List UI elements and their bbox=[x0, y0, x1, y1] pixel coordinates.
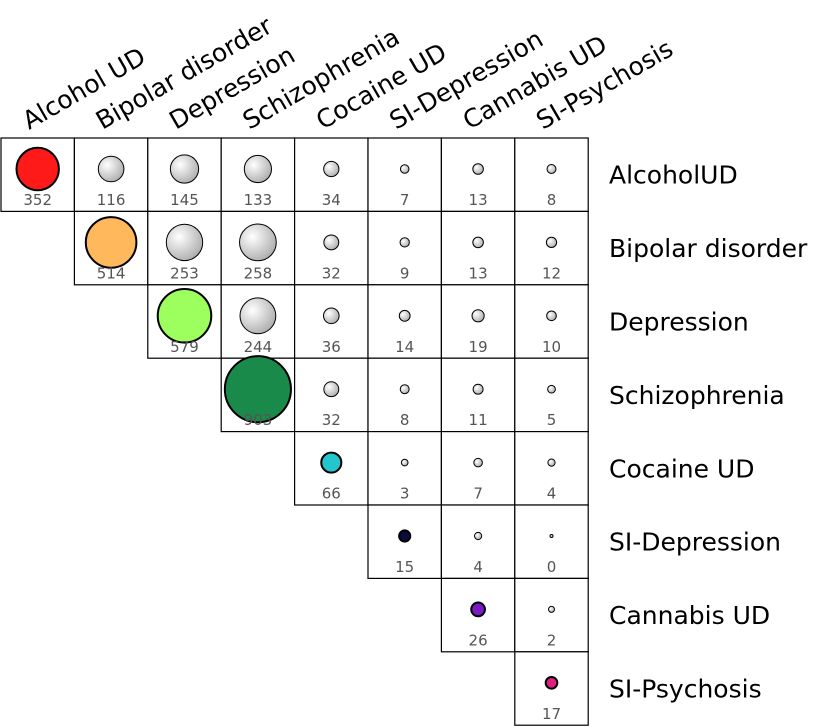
bubble bbox=[549, 534, 554, 538]
value-label: 258 bbox=[244, 264, 273, 282]
cell bbox=[514, 431, 589, 506]
value-label: 145 bbox=[170, 191, 199, 209]
cell bbox=[367, 431, 443, 506]
value-label: 34 bbox=[322, 191, 341, 209]
value-label: 4 bbox=[473, 558, 483, 576]
cell bbox=[514, 137, 589, 213]
bubble bbox=[547, 458, 556, 467]
value-label: 3 bbox=[400, 485, 410, 503]
bubble bbox=[169, 154, 200, 184]
value-label: 4 bbox=[547, 485, 557, 503]
cell bbox=[220, 137, 296, 213]
value-label: 0 bbox=[547, 558, 557, 576]
cell bbox=[440, 284, 516, 359]
value-label: 133 bbox=[244, 191, 273, 209]
value-label: 19 bbox=[469, 338, 488, 356]
row-label: Schizophrenia bbox=[609, 381, 785, 410]
cell bbox=[367, 357, 443, 433]
bubble bbox=[323, 160, 340, 178]
value-label: 244 bbox=[244, 338, 273, 356]
bubble bbox=[97, 155, 125, 183]
bubble bbox=[165, 223, 204, 262]
value-label: 352 bbox=[23, 191, 52, 209]
row-label: Cocaine UD bbox=[609, 454, 754, 483]
value-label: 514 bbox=[97, 264, 126, 282]
value-label: 253 bbox=[170, 264, 199, 282]
bubble bbox=[545, 236, 558, 249]
bubble bbox=[243, 154, 273, 184]
bubble bbox=[548, 605, 555, 613]
bubble bbox=[472, 163, 484, 175]
value-label: 66 bbox=[322, 485, 341, 503]
cell bbox=[514, 284, 589, 359]
bubble bbox=[472, 383, 484, 395]
value-label: 5 bbox=[547, 411, 557, 429]
value-label: 579 bbox=[170, 338, 199, 356]
bubble bbox=[472, 236, 484, 249]
bubble bbox=[473, 457, 483, 468]
row-label: SI-Psychosis bbox=[609, 675, 762, 704]
bubble bbox=[239, 223, 277, 262]
bubble bbox=[474, 531, 483, 541]
bubble bbox=[546, 310, 557, 322]
value-label: 32 bbox=[322, 264, 341, 282]
bubble bbox=[320, 451, 343, 474]
value-label: 32 bbox=[322, 411, 341, 429]
value-label: 26 bbox=[469, 631, 488, 649]
bubble bbox=[544, 675, 559, 690]
value-label: 8 bbox=[400, 411, 410, 429]
cell bbox=[367, 137, 443, 213]
value-label: 116 bbox=[97, 191, 126, 209]
bubble bbox=[223, 355, 292, 424]
value-label: 17 bbox=[542, 705, 561, 723]
cell bbox=[514, 504, 589, 580]
cell bbox=[367, 210, 443, 286]
bubble bbox=[239, 297, 277, 335]
bubble bbox=[399, 237, 410, 248]
bubble bbox=[156, 288, 213, 344]
value-label: 13 bbox=[469, 264, 488, 282]
bubble bbox=[398, 309, 411, 322]
bubble bbox=[323, 307, 340, 325]
value-label: 8 bbox=[547, 191, 557, 209]
bubble bbox=[398, 529, 412, 543]
value-label: 2 bbox=[547, 631, 557, 649]
row-label: Cannabis UD bbox=[609, 601, 770, 630]
value-label: 15 bbox=[395, 558, 414, 576]
row-label: Bipolar disorder bbox=[609, 234, 808, 263]
bubble bbox=[399, 384, 410, 395]
cell bbox=[147, 137, 222, 213]
value-label: 9 bbox=[400, 264, 410, 282]
bubble bbox=[400, 458, 409, 467]
bubble bbox=[15, 146, 60, 192]
bubble bbox=[470, 601, 486, 618]
value-label: 903 bbox=[244, 411, 273, 429]
bubble bbox=[546, 164, 557, 174]
value-label: 36 bbox=[322, 338, 341, 356]
value-label: 13 bbox=[469, 191, 488, 209]
cell bbox=[514, 357, 589, 433]
bubble bbox=[547, 384, 556, 394]
cell bbox=[440, 504, 516, 580]
value-label: 7 bbox=[400, 191, 410, 209]
value-label: 7 bbox=[473, 485, 483, 503]
bubble bbox=[323, 234, 340, 251]
value-label: 11 bbox=[469, 411, 488, 429]
cell bbox=[514, 577, 589, 653]
value-label: 14 bbox=[395, 338, 414, 356]
cell bbox=[440, 357, 516, 433]
row-label: SI-Depression bbox=[609, 528, 781, 557]
cell bbox=[440, 431, 516, 506]
bubble bbox=[84, 216, 138, 269]
bubble bbox=[471, 309, 485, 323]
bubble bbox=[323, 381, 340, 398]
row-label: Depression bbox=[609, 308, 749, 337]
row-label: AlcoholUD bbox=[609, 161, 738, 190]
bubble bbox=[399, 164, 410, 174]
cell bbox=[514, 210, 589, 286]
value-label: 12 bbox=[542, 264, 561, 282]
value-label: 10 bbox=[542, 338, 561, 356]
